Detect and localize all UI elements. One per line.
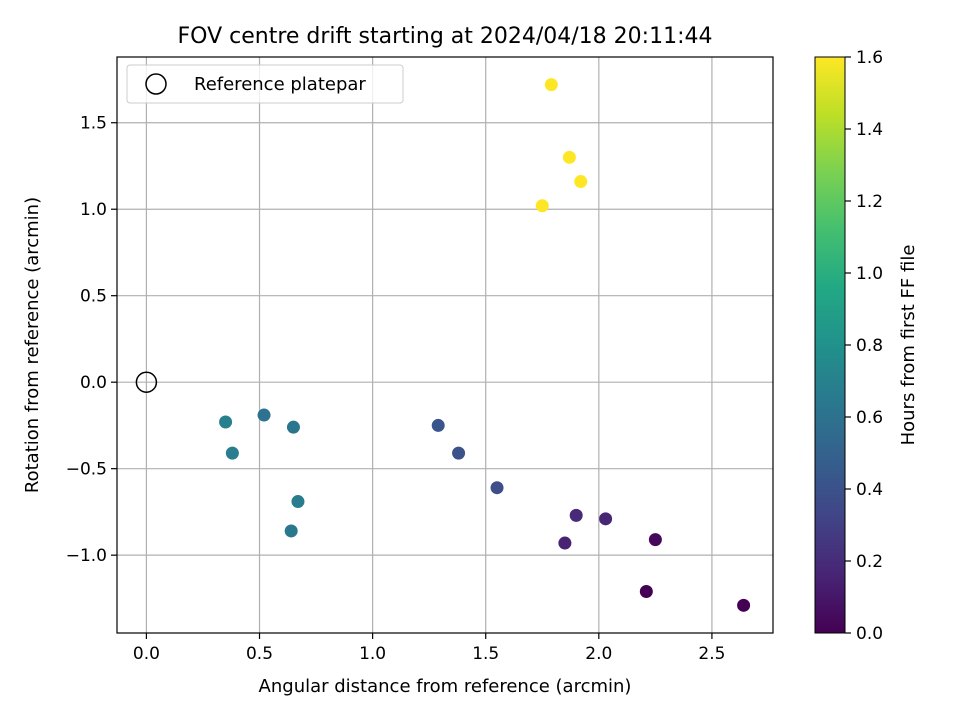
chart-title: FOV centre drift starting at 2024/04/18 … [178, 24, 713, 49]
x-tick-label: 1.5 [472, 644, 499, 664]
grid [117, 57, 773, 633]
colorbar-label: Hours from first FF file [898, 245, 919, 446]
y-tick-label: 0.5 [80, 287, 107, 307]
reference-platepar-marker [135, 371, 158, 393]
y-tick-label: −0.5 [66, 460, 107, 480]
x-tick-label: 2.0 [585, 644, 612, 664]
scatter-point [219, 415, 233, 429]
y-axis-ticks: −1.0 −0.5 0.0 0.5 1.0 1.5 [66, 114, 117, 566]
scatter-points [219, 78, 751, 612]
y-axis-label: Rotation from reference (arcmin) [22, 197, 43, 493]
scatter-point [291, 495, 305, 509]
scatter-point [569, 508, 583, 522]
x-tick-label: 0.0 [133, 644, 160, 664]
y-tick-label: 0.0 [80, 373, 107, 393]
colorbar: 0.0 0.2 0.4 0.6 0.8 1.0 1.2 1.4 1.6 Hours from f… [814, 48, 919, 644]
scatter-point [562, 150, 576, 164]
colorbar-tick-label: 1.2 [856, 192, 883, 212]
legend-label-reference-platepar: Reference platepar [194, 74, 366, 95]
x-axis-ticks: 0.0 0.5 1.0 1.5 2.0 2.5 [133, 633, 725, 664]
colorbar-tick-label: 1.6 [856, 48, 883, 68]
legend-box [126, 64, 404, 104]
scatter-point [490, 481, 504, 495]
y-tick-label: −1.0 [66, 546, 107, 566]
y-tick-label: 1.0 [80, 200, 107, 220]
x-tick-label: 1.0 [359, 644, 386, 664]
colorbar-tick-label: 0.8 [856, 336, 883, 356]
scatter-point [257, 408, 271, 422]
scatter-point [535, 199, 549, 213]
colorbar-tick-label: 0.0 [856, 624, 883, 644]
scatter-point [558, 536, 572, 550]
scatter-point [544, 78, 558, 92]
plot-area: 0.0 0.5 1.0 1.5 2.0 2.5 −1.0 −0.5 0.0 0.5 1.0 1.5 [66, 56, 774, 664]
scatter-point [639, 584, 653, 598]
colorbar-ticks: 0.0 0.2 0.4 0.6 0.8 1.0 1.2 1.4 1.6 [845, 48, 883, 644]
x-axis-label: Angular distance from reference (arcmin) [259, 676, 632, 697]
scatter-point [599, 512, 613, 526]
colorbar-tick-label: 1.4 [856, 120, 883, 140]
plot-frame [116, 56, 774, 634]
scatter-point [737, 598, 751, 612]
colorbar-tick-label: 0.4 [856, 480, 883, 500]
scatter-point [431, 418, 445, 432]
colorbar-tick-label: 0.6 [856, 408, 883, 428]
legend: Reference platepar [126, 64, 404, 104]
colorbar-tick-label: 0.2 [856, 552, 883, 572]
scatter-point [225, 446, 239, 460]
scatter-point [648, 533, 662, 547]
legend-open-circle-marker [145, 73, 167, 95]
scatter-point [286, 420, 300, 434]
scatter-point [452, 446, 466, 460]
scatter-point [284, 524, 298, 538]
y-tick-label: 1.5 [80, 114, 107, 134]
colorbar-gradient [814, 56, 846, 634]
x-tick-label: 0.5 [246, 644, 273, 664]
colorbar-tick-label: 1.0 [856, 264, 883, 284]
scatter-point [574, 175, 588, 189]
x-tick-label: 2.5 [698, 644, 725, 664]
